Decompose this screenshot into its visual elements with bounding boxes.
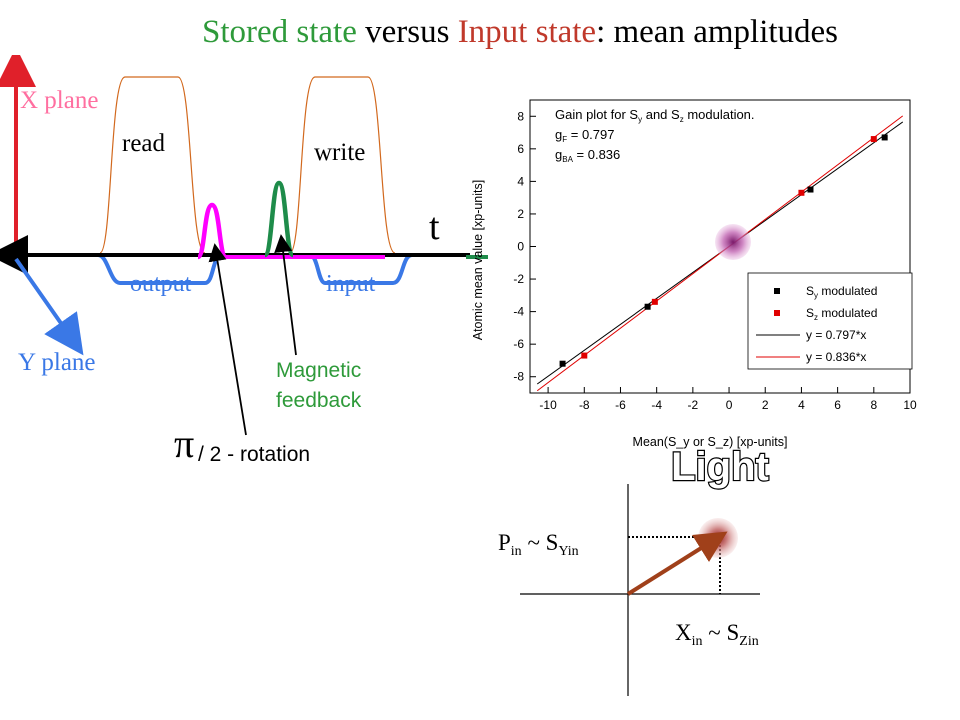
p-in-label: Pin ~ SYin [498,530,579,559]
y-tick-label: -2 [513,272,524,286]
light-state-glow [698,518,738,558]
title-stored-state: Stored state [201,14,357,50]
annotation-gF: g [555,127,562,142]
annotation-gBA-sub: BA [562,155,573,164]
legend-symbol [774,310,780,316]
p-sub: in [511,544,522,559]
input-label: input [326,271,376,297]
x-main: X [675,620,692,645]
legend-label: Sy modulated [806,284,877,300]
legend-label: Sz modulated [806,306,877,322]
data-point [651,298,658,305]
x-mid: ~ S [703,620,740,645]
output-trace [80,253,223,285]
annotation-gain-text: Gain plot for S [555,107,638,122]
x-tick-label: 8 [870,398,877,412]
origin-highlight [715,224,751,260]
y-plane-axis [14,257,84,356]
light-heading: Light [671,445,769,489]
data-point [798,189,805,196]
x-tick-label: -4 [651,398,662,412]
feedback-pulse [262,180,296,258]
write-label: write [314,139,365,166]
data-point [881,134,888,141]
pulse-sequence-diagram: X plane read write t output input Y plan… [0,55,488,466]
y-tick-label: 6 [517,142,524,156]
x-tick-label: 2 [762,398,769,412]
x-tick-label: 0 [726,398,733,412]
pi-half-pulse [195,202,229,260]
y-tick-label: -4 [513,305,524,319]
pi-rotation-pointer [208,243,247,436]
light-vector-diagram: Light Pin ~ SYin Xin ~ SZin [498,444,770,696]
annotation-modulation-text: modulation. [684,107,755,122]
x-in-label: Xin ~ SZin [675,620,759,649]
x-tick-label: -6 [615,398,626,412]
data-point [807,186,814,193]
data-point [559,360,566,367]
y-tick-label: 2 [517,207,524,221]
output-label: output [130,271,192,297]
x-tick-label: -8 [579,398,590,412]
p-main: P [498,530,511,555]
slide-title: Stored state versus Input state: mean am… [0,14,960,51]
write-pulse [289,76,396,254]
annotation-line1: Gain plot for Sy and Sz modulation. [555,107,755,124]
annotation-line2: gF = 0.797 [555,127,614,144]
pi-symbol: π [174,421,194,466]
title-input-state: Input state [457,14,597,50]
gain-plot-chart: -10 -8 -6 -4 -2 0 2 4 6 8 10 -8 -6 -4 -2 0 2 4 6 8 Gain plo… [471,99,917,449]
y-tick-label: -8 [513,370,524,384]
data-point [581,352,588,359]
y-tick-label: 8 [517,109,524,123]
annotation-gBA-value: = 0.836 [573,147,620,162]
x-tick-label: 4 [798,398,805,412]
y-tick-label: 4 [517,174,524,188]
annotation-gF-sub: F [562,135,567,144]
y-plane-label: Y plane [18,349,96,376]
read-pulse [99,76,206,254]
read-label: read [122,130,166,157]
x-sub2: Zin [739,634,758,649]
x-plane-label: X plane [20,87,98,114]
annotation-sub-z: z [680,115,684,124]
x-tick-label: -2 [688,398,699,412]
x-sub: in [692,634,703,649]
feedback-label: feedback [276,389,362,412]
annotation-sub-y: y [638,115,642,124]
x-tick-label: 6 [834,398,841,412]
x-axis-label: Mean(S_y or S_z) [xp-units] [633,435,788,449]
rotation-label: / 2 - rotation [198,443,310,466]
annotation-gBA: g [555,147,562,162]
time-label: t [429,206,440,248]
annotation-line3: gBA = 0.836 [555,147,620,164]
annotation-gF-value: = 0.797 [567,127,614,142]
title-versus: versus [356,14,458,50]
data-point [870,136,877,143]
legend-label: y = 0.836*x [806,350,866,364]
title-mean-amplitudes: : mean amplitudes [596,14,839,50]
x-tick-label: 10 [903,398,917,412]
p-sub2: Yin [558,544,578,559]
annotation-and-text: and S [642,107,680,122]
light-state-vector [626,531,728,596]
data-point [644,303,651,310]
y-axis-label: Atomic mean value [xp-units] [471,180,485,341]
x-tick-label: -10 [539,398,557,412]
y-tick-label: -6 [513,337,524,351]
legend-label: y = 0.797*x [806,328,866,342]
p-mid: ~ S [522,530,559,555]
magnetic-feedback-pointer [274,234,297,356]
y-tick-label: 0 [517,240,524,254]
legend-symbol [774,288,780,294]
legend: Sy modulated Sz modulated y = 0.797*x y = 0… [756,284,877,364]
magnetic-label: Magnetic [276,359,361,382]
